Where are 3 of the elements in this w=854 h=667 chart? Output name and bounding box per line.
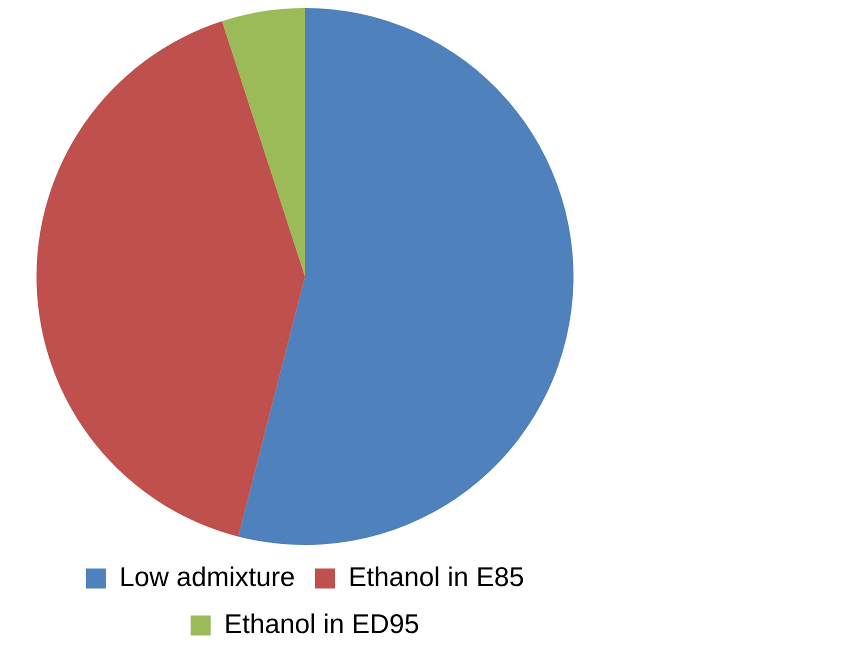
- legend-label: Ethanol in ED95: [224, 608, 420, 639]
- legend-label: Low admixture: [119, 562, 295, 592]
- legend-label: Ethanol in E85: [348, 562, 524, 592]
